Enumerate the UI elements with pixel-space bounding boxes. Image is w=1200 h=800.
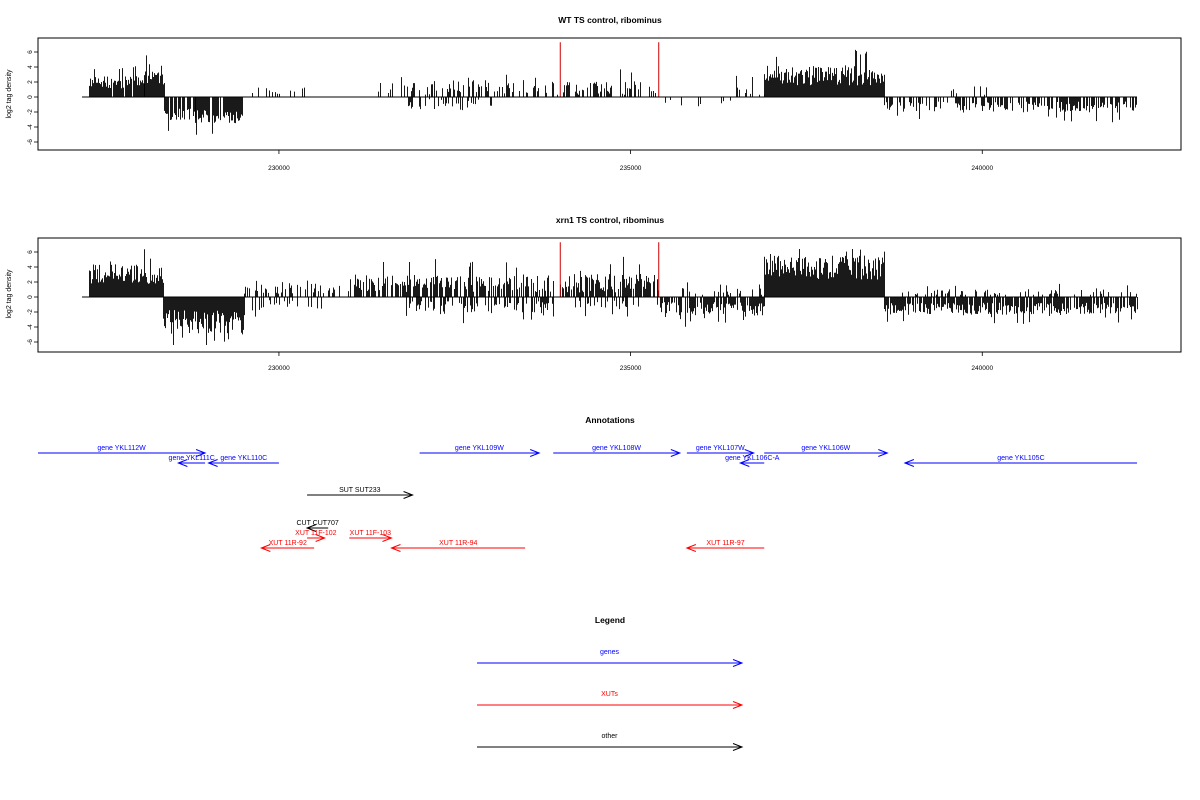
y-tick-label: 4 [27, 265, 34, 269]
legend-label: XUTs [601, 691, 618, 698]
panel-title: WT TS control, ribominus [558, 15, 662, 25]
legend-item: other [477, 733, 744, 751]
feature-label: gene YKL106C-A [725, 455, 780, 462]
panel-wt: WT TS control, ribominus log2 tag densit… [6, 15, 1182, 172]
panel-xrn1: xrn1 TS control, ribominus log2 tag dens… [6, 215, 1182, 372]
panel-title: xrn1 TS control, ribominus [556, 215, 664, 225]
x-tick-label: 235000 [620, 165, 642, 172]
feature-label: gene YKL106W [801, 445, 850, 452]
legend-title: Legend [595, 615, 625, 625]
feature-arrowhead [176, 459, 188, 467]
feature-label: XUT 11F-102 [295, 530, 336, 537]
plot-frame [37, 237, 1182, 353]
feature-arrowhead [744, 449, 756, 457]
feature-label: gene YKL105C [997, 455, 1044, 462]
legend-label: other [602, 733, 619, 740]
feature-label: gene YKL110C [220, 455, 267, 462]
feature-arrowhead [903, 459, 915, 467]
feature-arrowhead [259, 544, 271, 552]
feature-XUTs: XUT 11R-94 [390, 540, 526, 552]
feature-label: gene YKL108W [592, 445, 641, 452]
legend-arrowhead [732, 701, 744, 709]
axes: -6 -4 -2 0 2 4 6 230000 235000 240000 [27, 50, 1137, 172]
y-tick-label: 2 [27, 80, 34, 84]
x-tick-label: 235000 [620, 365, 642, 372]
y-axis-label: log2 tag density [6, 269, 13, 319]
y-tick-label: 0 [27, 95, 34, 99]
y-tick-label: 6 [27, 250, 34, 254]
y-tick-label: -2 [27, 109, 34, 115]
feature-genes: gene YKL108W [553, 445, 682, 457]
feature-genes: gene YKL106C-A [725, 455, 780, 467]
feature-label: XUT 11F-103 [350, 530, 391, 537]
x-tick-label: 230000 [268, 365, 290, 372]
feature-genes: gene YKL110C [207, 455, 279, 467]
feature-label: gene YKL107W [696, 445, 745, 452]
feature-arrowhead [390, 544, 401, 552]
feature-genes: gene YKL107W [686, 445, 756, 457]
legend-item: genes [477, 649, 744, 667]
feature-label: XUT 11R-94 [439, 540, 477, 547]
legend: Legend genes XUTs other [477, 615, 744, 751]
feature-arrowhead [878, 449, 889, 457]
y-tick-label: -6 [27, 339, 34, 345]
feature-genes: gene YKL105C [903, 455, 1137, 467]
feature-arrowhead [195, 449, 207, 457]
y-tick-label: 4 [27, 65, 34, 69]
y-axis-label: log2 tag density [6, 69, 13, 119]
feature-arrowhead [382, 534, 393, 542]
feature-genes: gene YKL111C [169, 455, 215, 467]
y-tick-label: -4 [27, 324, 34, 330]
feature-XUTs: XUT 11R-97 [685, 540, 765, 552]
feature-label: gene YKL112W [97, 445, 146, 452]
y-tick-label: -4 [27, 124, 34, 130]
feature-arrowhead [670, 449, 682, 457]
bars [89, 242, 1138, 345]
feature-genes: gene YKL106W [764, 445, 889, 457]
feature-XUTs: XUT 11F-103 [349, 530, 393, 542]
y-tick-label: -6 [27, 139, 34, 145]
annotations-title: Annotations [585, 415, 635, 425]
plot-frame [37, 37, 1182, 151]
feature-arrowhead [685, 544, 697, 552]
feature-label: XUT 11R-92 [269, 540, 307, 547]
x-tick-label: 240000 [971, 365, 993, 372]
feature-arrowhead [315, 534, 327, 542]
feature-label: SUT SUT233 [339, 487, 381, 494]
y-tick-label: 0 [27, 295, 34, 299]
x-tick-label: 240000 [971, 165, 993, 172]
feature-genes: gene YKL112W [38, 445, 207, 457]
feature-genes: gene YKL109W [419, 445, 541, 457]
features: gene YKL112W gene YKL111C gene YKL110C gene… [38, 445, 1137, 552]
feature-arrowhead [403, 491, 414, 499]
feature-label: gene YKL109W [455, 445, 504, 452]
y-tick-label: 2 [27, 280, 34, 284]
x-tick-label: 230000 [268, 165, 290, 172]
feature-other: CUT CUT707 [296, 520, 339, 532]
feature-label: XUT 11R-97 [706, 540, 744, 547]
axes: -6 -4 -2 0 2 4 6 230000 235000 240000 [27, 250, 1137, 372]
feature-arrowhead [305, 524, 317, 532]
bars [89, 42, 1137, 135]
legend-item: XUTs [477, 691, 744, 709]
legend-arrowhead [732, 743, 744, 751]
feature-arrowhead [529, 449, 541, 457]
legend-arrowhead [732, 659, 744, 667]
legend-label: genes [600, 649, 620, 656]
feature-other: SUT SUT233 [307, 487, 414, 499]
feature-label: CUT CUT707 [296, 520, 338, 527]
feature-arrowhead [207, 459, 218, 467]
y-tick-label: 6 [27, 50, 34, 54]
feature-XUTs: XUT 11R-92 [259, 540, 315, 552]
feature-XUTs: XUT 11F-102 [295, 530, 337, 542]
feature-arrowhead [738, 459, 750, 467]
legend-items: genes XUTs other [477, 649, 744, 751]
y-tick-label: -2 [27, 309, 34, 315]
feature-label: gene YKL111C [169, 455, 215, 462]
